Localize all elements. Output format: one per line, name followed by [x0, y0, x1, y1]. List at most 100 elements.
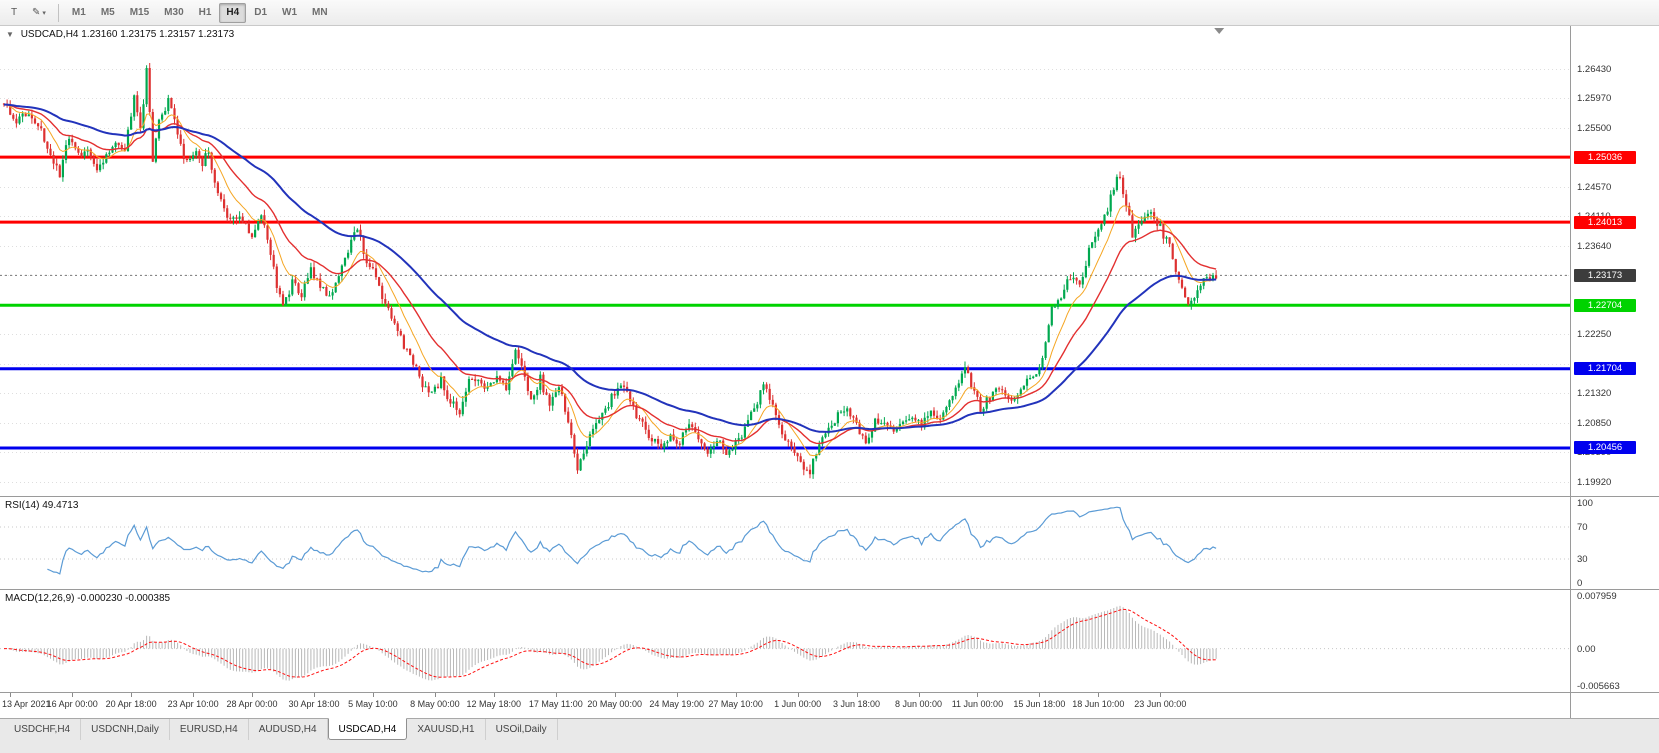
timeframe-button-m30[interactable]: M30: [157, 3, 190, 23]
macd-signal-line: [4, 608, 1217, 678]
time-axis-tick: [314, 693, 315, 697]
chart-tab-usdchf-h4[interactable]: USDCHF,H4: [4, 719, 82, 740]
timeframe-button-m15[interactable]: M15: [123, 3, 156, 23]
chart-tab-eurusd-h4[interactable]: EURUSD,H4: [170, 719, 249, 740]
time-axis-label: 28 Apr 00:00: [226, 699, 278, 709]
time-axis-tick: [252, 693, 253, 697]
time-axis-tick: [131, 693, 133, 697]
pane-separator[interactable]: [0, 496, 1659, 497]
timeframe-button-mn[interactable]: MN: [305, 3, 335, 23]
collapse-arrow-icon[interactable]: ▼: [6, 30, 14, 39]
rsi-axis-label: 30: [1577, 554, 1588, 565]
price-level-badge: 1.22704: [1574, 298, 1636, 312]
time-axis-tick: [193, 693, 195, 697]
toolbar-separator: [57, 3, 59, 22]
time-axis-label: 24 May 19:00: [649, 699, 704, 709]
time-axis-label: 27 May 10:00: [708, 699, 763, 709]
moving-average-24: [3, 103, 1217, 445]
timeframe-button-m1[interactable]: M1: [65, 3, 93, 23]
time-axis-label: 1 Jun 00:00: [774, 699, 822, 709]
chart-area: ▼ USDCAD,H4 1.23160 1.23175 1.23157 1.23…: [0, 26, 1659, 718]
timeframe-button-d1[interactable]: D1: [247, 3, 274, 23]
timeframe-button-h4[interactable]: H4: [219, 2, 247, 23]
price-level-badge: 1.20456: [1574, 441, 1636, 455]
time-axis-tick: [555, 693, 557, 697]
chart-shift-marker[interactable]: [1214, 28, 1225, 34]
rsi-label: RSI(14) 49.4713: [5, 500, 79, 511]
time-axis-label: 8 Jun 00:00: [894, 699, 943, 709]
time-axis-tick: [10, 693, 12, 697]
time-axis-label: 23 Jun 00:00: [1134, 699, 1187, 709]
time-axis-label: 12 May 18:00: [466, 699, 522, 709]
price-axis-label: 1.24570: [1577, 181, 1612, 193]
time-axis-label: 5 May 10:00: [348, 699, 398, 709]
time-axis-label: 3 Jun 18:00: [832, 699, 881, 709]
time-axis-tick: [614, 693, 616, 697]
window-bottom-edge: [0, 740, 1659, 753]
macd-axis-label: 0.00: [1577, 643, 1596, 655]
timeframe-button-h1[interactable]: H1: [192, 3, 219, 23]
time-axis-tick: [1039, 693, 1041, 697]
price-axis-label: 1.19920: [1577, 477, 1612, 489]
bull-candle-wicks: [19, 65, 1214, 479]
chart-tab-usdcnh-daily[interactable]: USDCNH,Daily: [81, 719, 170, 740]
rsi-axis-label: 100: [1577, 498, 1593, 509]
time-axis-tick: [735, 693, 737, 697]
rsi-axis-label: 0: [1577, 578, 1583, 589]
draw-tool-button[interactable]: ✎ ▾: [26, 3, 52, 23]
price-axis-label: 1.21320: [1577, 388, 1612, 400]
rsi-axis-label: 70: [1577, 522, 1588, 533]
pane-separator[interactable]: [0, 589, 1659, 590]
macd-label: MACD(12,26,9) -0.000230 -0.000385: [5, 593, 171, 604]
price-axis-label: 1.25500: [1577, 122, 1612, 134]
macd-axis: 0.007959 0.00 -0.005663: [1571, 590, 1659, 692]
time-axis-label: 18 Jun 10:00: [1072, 699, 1125, 709]
price-axis-label: 1.26430: [1577, 63, 1612, 75]
chart-tab-usdcad-h4[interactable]: USDCAD,H4: [327, 718, 408, 740]
time-axis-tick: [434, 693, 436, 697]
rsi-indicator-pane[interactable]: [0, 497, 1570, 589]
current-price-badge: 1.23173: [1574, 268, 1636, 282]
price-axis-label: 1.23640: [1577, 240, 1612, 252]
price-axis-label: 1.22250: [1577, 329, 1612, 341]
time-axis-tick: [856, 693, 858, 697]
price-axis: 1.199201.203901.208501.213201.222501.236…: [1571, 26, 1659, 496]
price-level-badge: 1.25036: [1574, 150, 1636, 164]
chart-tabs: USDCHF,H4 USDCNH,Daily EURUSD,H4 AUDUSD,H4 U…: [0, 718, 1659, 740]
pane-separator: [0, 692, 1659, 693]
price-level-badge: 1.24013: [1574, 215, 1636, 229]
macd-indicator-pane[interactable]: [0, 590, 1570, 692]
timeframe-button-m5[interactable]: M5: [94, 3, 122, 23]
time-axis-label: 17 May 11:00: [528, 699, 583, 709]
time-axis-tick: [72, 693, 74, 697]
time-axis-label: 16 Apr 00:00: [46, 699, 98, 709]
time-axis-label: 20 Apr 18:00: [105, 699, 157, 709]
time-axis-label: 15 Jun 18:00: [1013, 699, 1066, 709]
price-axis-border: [1570, 26, 1571, 718]
time-axis-label: 30 Apr 18:00: [288, 699, 340, 709]
chart-tab-audusd-h4[interactable]: AUDUSD,H4: [249, 719, 328, 740]
text-tool-button[interactable]: T: [3, 3, 25, 23]
time-axis-label: 11 Jun 00:00: [951, 699, 1004, 709]
toolbar: T ✎ ▾ M1 M5 M15 M30 H1 H4 D1 W1 MN: [0, 0, 1659, 26]
time-axis-tick: [1160, 693, 1162, 697]
time-axis-label: 20 May 00:00: [587, 699, 642, 709]
symbol-quote-text: USDCAD,H4 1.23160 1.23175 1.23157 1.2317…: [20, 29, 235, 40]
symbol-info-line: ▼ USDCAD,H4 1.23160 1.23175 1.23157 1.23…: [6, 29, 234, 40]
time-axis-tick: [918, 693, 920, 697]
moving-average-10: [3, 104, 1217, 457]
time-axis-tick: [676, 693, 678, 697]
price-axis-label: 1.25970: [1577, 92, 1612, 104]
price-level-badge: 1.21704: [1574, 362, 1636, 376]
time-axis-tick: [1098, 693, 1100, 697]
time-axis-tick: [797, 693, 799, 697]
price-chart[interactable]: [0, 26, 1570, 496]
moving-average-60: [4, 103, 1217, 433]
chart-tab-usoil-daily[interactable]: USOil,Daily: [486, 719, 558, 740]
dropdown-caret-icon: ▾: [42, 9, 46, 17]
time-axis-tick: [372, 693, 374, 697]
chart-tab-xauusd-h1[interactable]: XAUUSD,H1: [407, 719, 486, 740]
time-axis-label: 13 Apr 2021: [2, 699, 51, 709]
timeframe-button-w1[interactable]: W1: [275, 3, 304, 23]
macd-histogram: [6, 605, 1217, 681]
